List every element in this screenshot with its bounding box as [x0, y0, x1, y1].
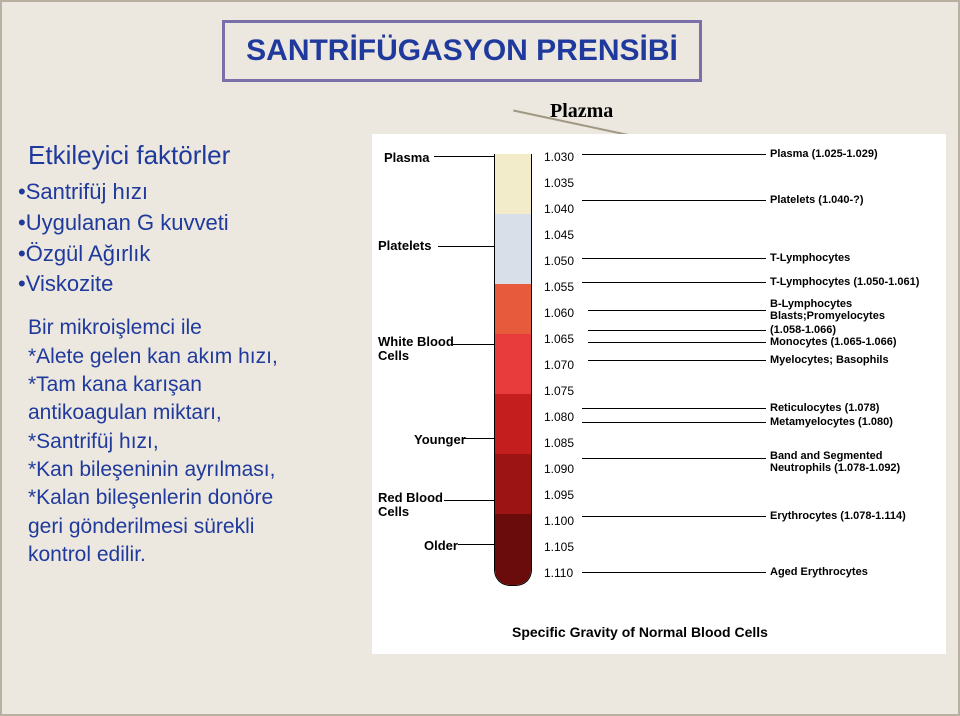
right-pointer-line: [588, 310, 766, 311]
left-pointer-line: [462, 438, 494, 439]
bullet-item: •Viskozite: [14, 269, 364, 300]
diagram-right-label: Plasma (1.025-1.029): [770, 148, 878, 160]
left-heading: Etkileyici faktörler: [14, 140, 364, 171]
density-tick: 1.090: [544, 462, 574, 476]
density-tick: 1.080: [544, 410, 574, 424]
diagram-right-label: T-Lymphocytes: [770, 252, 850, 264]
left-subtext: Bir mikroişlemci ile*Alete gelen kan akı…: [14, 314, 364, 569]
diagram-right-label: Aged Erythrocytes: [770, 566, 868, 578]
right-pointer-line: [582, 282, 766, 283]
diagram-left-label: Cells: [378, 348, 409, 363]
diagram-left-label: Cells: [378, 504, 409, 519]
right-pointer-line: [588, 360, 766, 361]
diagram-footer: Specific Gravity of Normal Blood Cells: [512, 624, 768, 640]
subtext-line: Bir mikroişlemci ile: [28, 314, 364, 342]
density-tick: 1.030: [544, 150, 574, 164]
page-title: SANTRİFÜGASYON PRENSİBİ: [246, 34, 678, 68]
density-tick: 1.065: [544, 332, 574, 346]
diagram-right-label: (1.058-1.066): [770, 324, 836, 336]
subtext-line: *Kalan bileşenlerin donöre: [28, 484, 364, 512]
subtext-line: antikoagulan miktarı,: [28, 399, 364, 427]
subtext-line: kontrol edilir.: [28, 541, 364, 569]
tube-band: [495, 394, 531, 454]
subtext-line: *Tam kana karışan: [28, 371, 364, 399]
tube-band: [495, 454, 531, 514]
density-tick: 1.050: [544, 254, 574, 268]
diagram-left-label: Red Blood: [378, 490, 443, 505]
test-tube: [494, 154, 532, 586]
left-pointer-line: [452, 344, 494, 345]
density-tick: 1.085: [544, 436, 574, 450]
left-pointer-line: [438, 246, 494, 247]
diagram-right-label: Monocytes (1.065-1.066): [770, 336, 897, 348]
tube-band: [495, 214, 531, 284]
subtext-line: *Kan bileşeninin ayrılması,: [28, 456, 364, 484]
subtext-line: geri gönderilmesi sürekli: [28, 513, 364, 541]
density-tick: 1.095: [544, 488, 574, 502]
left-pointer-line: [444, 500, 494, 501]
tube-band: [495, 514, 531, 586]
subtext-line: *Alete gelen kan akım hızı,: [28, 343, 364, 371]
diagram-left-label: Platelets: [378, 238, 431, 253]
right-pointer-line: [588, 342, 766, 343]
diagram-left-label: Older: [424, 538, 458, 553]
diagram-right-label: Metamyelocytes (1.080): [770, 416, 893, 428]
density-tick: 1.075: [544, 384, 574, 398]
diagram-right-label: Blasts;Promyelocytes: [770, 310, 885, 322]
density-tick: 1.100: [544, 514, 574, 528]
bullet-item: •Uygulanan G kuvveti: [14, 208, 364, 239]
blood-density-diagram: PlasmaPlateletsWhite BloodCellsYoungerRe…: [372, 134, 946, 654]
title-box: SANTRİFÜGASYON PRENSİBİ: [222, 20, 702, 82]
diagram-right-label: B-Lymphocytes: [770, 298, 852, 310]
density-tick: 1.055: [544, 280, 574, 294]
density-tick: 1.110: [544, 566, 573, 580]
subtext-line: *Santrifüj hızı,: [28, 428, 364, 456]
left-pointer-line: [434, 156, 494, 157]
density-tick: 1.060: [544, 306, 574, 320]
right-pointer-line: [582, 516, 766, 517]
left-pointer-line: [458, 544, 494, 545]
bullet-item: •Özgül Ağırlık: [14, 239, 364, 270]
tube-band: [495, 154, 531, 214]
right-pointer-line: [582, 458, 766, 459]
diagram-right-label: Reticulocytes (1.078): [770, 402, 879, 414]
density-tick: 1.070: [544, 358, 574, 372]
right-pointer-line: [582, 154, 766, 155]
diagram-left-label: White Blood: [378, 334, 454, 349]
diagram-right-label: Neutrophils (1.078-1.092): [770, 462, 900, 474]
diagram-right-label: Platelets (1.040-?): [770, 194, 864, 206]
tube-band: [495, 284, 531, 334]
right-pointer-line: [582, 200, 766, 201]
density-tick: 1.045: [544, 228, 574, 242]
density-tick: 1.035: [544, 176, 574, 190]
right-pointer-line: [582, 258, 766, 259]
tube-band: [495, 334, 531, 394]
bullet-item: •Santrifüj hızı: [14, 177, 364, 208]
right-pointer-line: [582, 572, 766, 573]
diagram-left-label: Younger: [414, 432, 466, 447]
density-tick: 1.040: [544, 202, 574, 216]
diagram-left-label: Plasma: [384, 150, 430, 165]
diagram-right-label: Erythrocytes (1.078-1.114): [770, 510, 906, 522]
diagram-right-label: Band and Segmented: [770, 450, 882, 462]
diagram-right-label: Myelocytes; Basophils: [770, 354, 889, 366]
right-pointer-line: [582, 422, 766, 423]
diagram-right-label: T-Lymphocytes (1.050-1.061): [770, 276, 919, 288]
density-tick: 1.105: [544, 540, 574, 554]
right-pointer-line: [582, 408, 766, 409]
right-pointer-line: [588, 330, 766, 331]
left-text-panel: Etkileyici faktörler •Santrifüj hızı•Uyg…: [14, 140, 364, 569]
